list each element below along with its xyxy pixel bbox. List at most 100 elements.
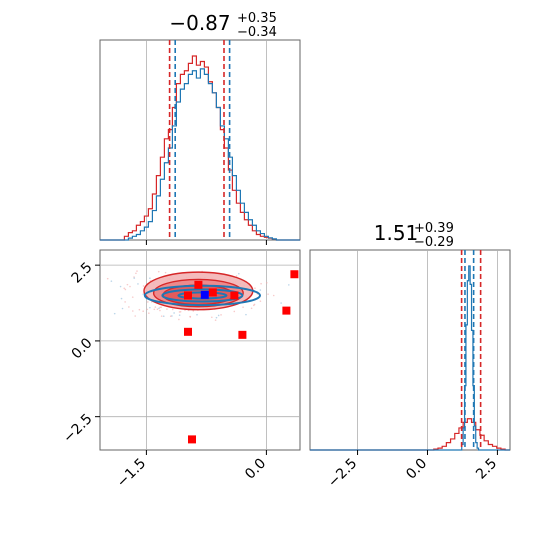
panel-bottom-right-title-sup: +0.39 [414,221,454,236]
sample-dot [106,277,109,280]
sample-dot [196,313,198,316]
sample-dot [110,280,113,282]
y-tick-label: −2.5 [60,411,95,446]
sample-dot [259,289,262,291]
sample-dot [242,306,244,308]
sample-point-marker [282,306,291,315]
sample-dot [120,297,123,300]
sample-dot [146,308,149,311]
panel-bottom-right-title-sub: −0.29 [414,235,454,250]
sample-dot [238,272,240,275]
sample-dot [137,283,139,285]
truth-point-marker [200,290,209,299]
sample-dot [121,307,124,310]
sample-dot [214,319,217,321]
panel-top-left-histogram: −0.87 +0.35 −0.34 [99,11,301,241]
sample-point-marker [184,291,192,300]
panel-top-left-grid [145,40,267,240]
panel-top-left-quantile-lines [168,40,231,240]
contour-level-4 [161,288,244,303]
sample-dot [134,315,136,317]
sample-dot [280,302,282,304]
sample-dot [123,287,126,290]
sample-dot [235,275,238,277]
sample-point-marker [230,291,239,300]
sample-point-marker [238,330,247,339]
histogram-series-1 [310,265,510,451]
sample-point-marker [208,288,217,297]
panel-top-left-title: −0.87 [169,11,230,35]
sample-dot [133,277,136,279]
sample-dot [260,282,262,285]
sample-point-marker [194,280,203,289]
sample-dot [119,285,122,288]
panel-bottom-right-title: 1.51 [374,221,419,245]
title-value: −0.87 [169,11,230,35]
panel-bottom-left-2d [99,249,301,451]
sample-dot [136,270,138,272]
histogram-series-0 [310,418,510,451]
sample-dot [171,308,174,311]
sample-dot [148,312,150,314]
sample-dot [164,271,167,274]
histogram-series-0 [100,55,300,241]
sample-dot [158,307,160,310]
sample-dot [288,284,290,286]
sample-dot [149,277,151,280]
sample-dot [160,315,163,317]
sample-dot [166,308,168,310]
panel-bottom-right-quantile-lines [460,250,482,450]
sample-dot [135,272,137,275]
sample-dot [215,316,218,319]
sample-point-marker [188,435,196,444]
sample-dot [157,270,160,273]
sample-dot [113,312,116,315]
sample-dot [250,307,253,310]
sample-dot [178,314,181,316]
x-tick-label: 0.0 [242,456,269,483]
panel-bottom-right-grid [357,250,498,450]
panel-bottom-right-histogram: 1.51 +0.39 −0.29 [309,221,511,451]
title-value: 1.51 [374,221,419,245]
sample-dot [162,315,165,318]
sample-dot [124,288,127,291]
sample-dot [149,306,151,309]
x-tick-label: 0.0 [403,456,430,483]
panel-top-left-title-sub: −0.34 [237,25,277,40]
sample-dot [233,310,236,313]
sample-dot [156,308,159,311]
sample-dot [169,315,172,318]
sample-dot [211,316,213,319]
sample-dot [153,308,156,311]
sample-dot [142,285,145,287]
sample-dot [189,316,192,318]
sample-dot [192,310,195,312]
sample-point-marker [184,327,192,336]
sample-dot [245,313,247,316]
y-tick-label: 2.5 [69,259,96,286]
sample-dot [160,306,163,309]
panel-top-left-title-sup: +0.35 [237,11,277,26]
sample-dot [154,306,157,308]
x-tick-label: −2.5 [325,456,360,491]
sample-dot [129,285,131,288]
sample-dot [179,310,182,313]
x-tick-label: −1.5 [114,456,149,491]
sample-dot [254,287,256,290]
panel-top-left-series [100,55,300,241]
sample-dot [124,301,126,303]
sample-dot [159,309,161,312]
sample-dot [131,310,134,312]
x-tick-label: 2.5 [473,456,500,483]
sample-dot [178,318,180,321]
sample-dot [220,314,222,316]
panel-bottom-right-frame [309,249,511,451]
sample-dot [131,296,134,298]
sample-dot [217,314,220,317]
sample-point-marker [290,270,299,279]
sample-dot [173,312,175,314]
y-tick-label: 0.0 [69,335,96,362]
sample-dot [126,283,129,286]
panel-bottom-right-series [310,265,510,451]
